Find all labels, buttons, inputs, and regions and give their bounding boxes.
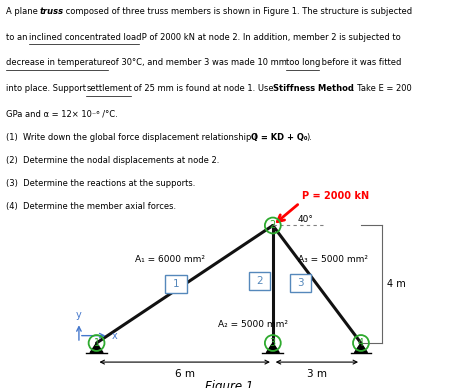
Text: of 25 mm is found at node 1. Use: of 25 mm is found at node 1. Use [131,84,276,93]
Text: Figure 1: Figure 1 [205,380,253,388]
FancyBboxPatch shape [165,275,187,293]
Text: GPa and α = 12× 10⁻⁶ /°C.: GPa and α = 12× 10⁻⁶ /°C. [6,110,118,119]
FancyBboxPatch shape [290,274,311,292]
Text: ).: ). [307,133,312,142]
Text: before it was fitted: before it was fitted [319,59,401,68]
Text: A₂ = 5000 mm²: A₂ = 5000 mm² [219,320,289,329]
Text: decrease in temperature: decrease in temperature [6,59,110,68]
Text: into place. Support: into place. Support [6,84,88,93]
Text: 4 m: 4 m [387,279,406,289]
Text: 4: 4 [358,338,364,348]
Text: too long: too long [286,59,320,68]
Text: Stiffness Method: Stiffness Method [273,84,354,93]
Text: 2: 2 [256,276,263,286]
Text: 2: 2 [270,220,276,230]
Polygon shape [355,343,367,353]
Text: inclined concentrated load: inclined concentrated load [29,33,142,42]
FancyBboxPatch shape [249,272,270,290]
Text: 3: 3 [297,278,304,288]
Text: 6 m: 6 m [175,369,195,379]
Text: 3: 3 [270,338,276,348]
Text: Q = KD + Q₀: Q = KD + Q₀ [251,133,308,142]
Text: x: x [111,331,117,341]
Text: P of 2000 kN at node 2. In addition, member 2 is subjected to: P of 2000 kN at node 2. In addition, mem… [139,33,401,42]
Text: 3 m: 3 m [307,369,327,379]
Text: of 30°C, and member 3 was made 10 mm: of 30°C, and member 3 was made 10 mm [108,59,290,68]
Text: to an: to an [6,33,30,42]
Text: A₁ = 6000 mm²: A₁ = 6000 mm² [135,255,205,264]
Text: . Take E = 200: . Take E = 200 [352,84,412,93]
Text: (4)  Determine the member axial forces.: (4) Determine the member axial forces. [6,202,176,211]
Text: A plane: A plane [6,7,40,16]
Text: 1: 1 [173,279,179,289]
Text: 1: 1 [93,338,100,348]
Text: composed of three truss members is shown in Figure 1. The structure is subjected: composed of three truss members is shown… [63,7,412,16]
Text: (2)  Determine the nodal displacements at node 2.: (2) Determine the nodal displacements at… [6,156,219,165]
Text: truss: truss [39,7,64,16]
Text: P = 2000 kN: P = 2000 kN [302,191,369,201]
Text: 40°: 40° [298,215,314,224]
Polygon shape [90,343,103,353]
Text: A₃ = 5000 mm²: A₃ = 5000 mm² [298,255,368,264]
Text: settlement: settlement [86,84,132,93]
Text: y: y [76,310,82,320]
Text: (1)  Write down the global force displacement relationship (: (1) Write down the global force displace… [6,133,257,142]
Polygon shape [266,343,279,353]
Text: (3)  Determine the reactions at the supports.: (3) Determine the reactions at the suppo… [6,179,195,188]
